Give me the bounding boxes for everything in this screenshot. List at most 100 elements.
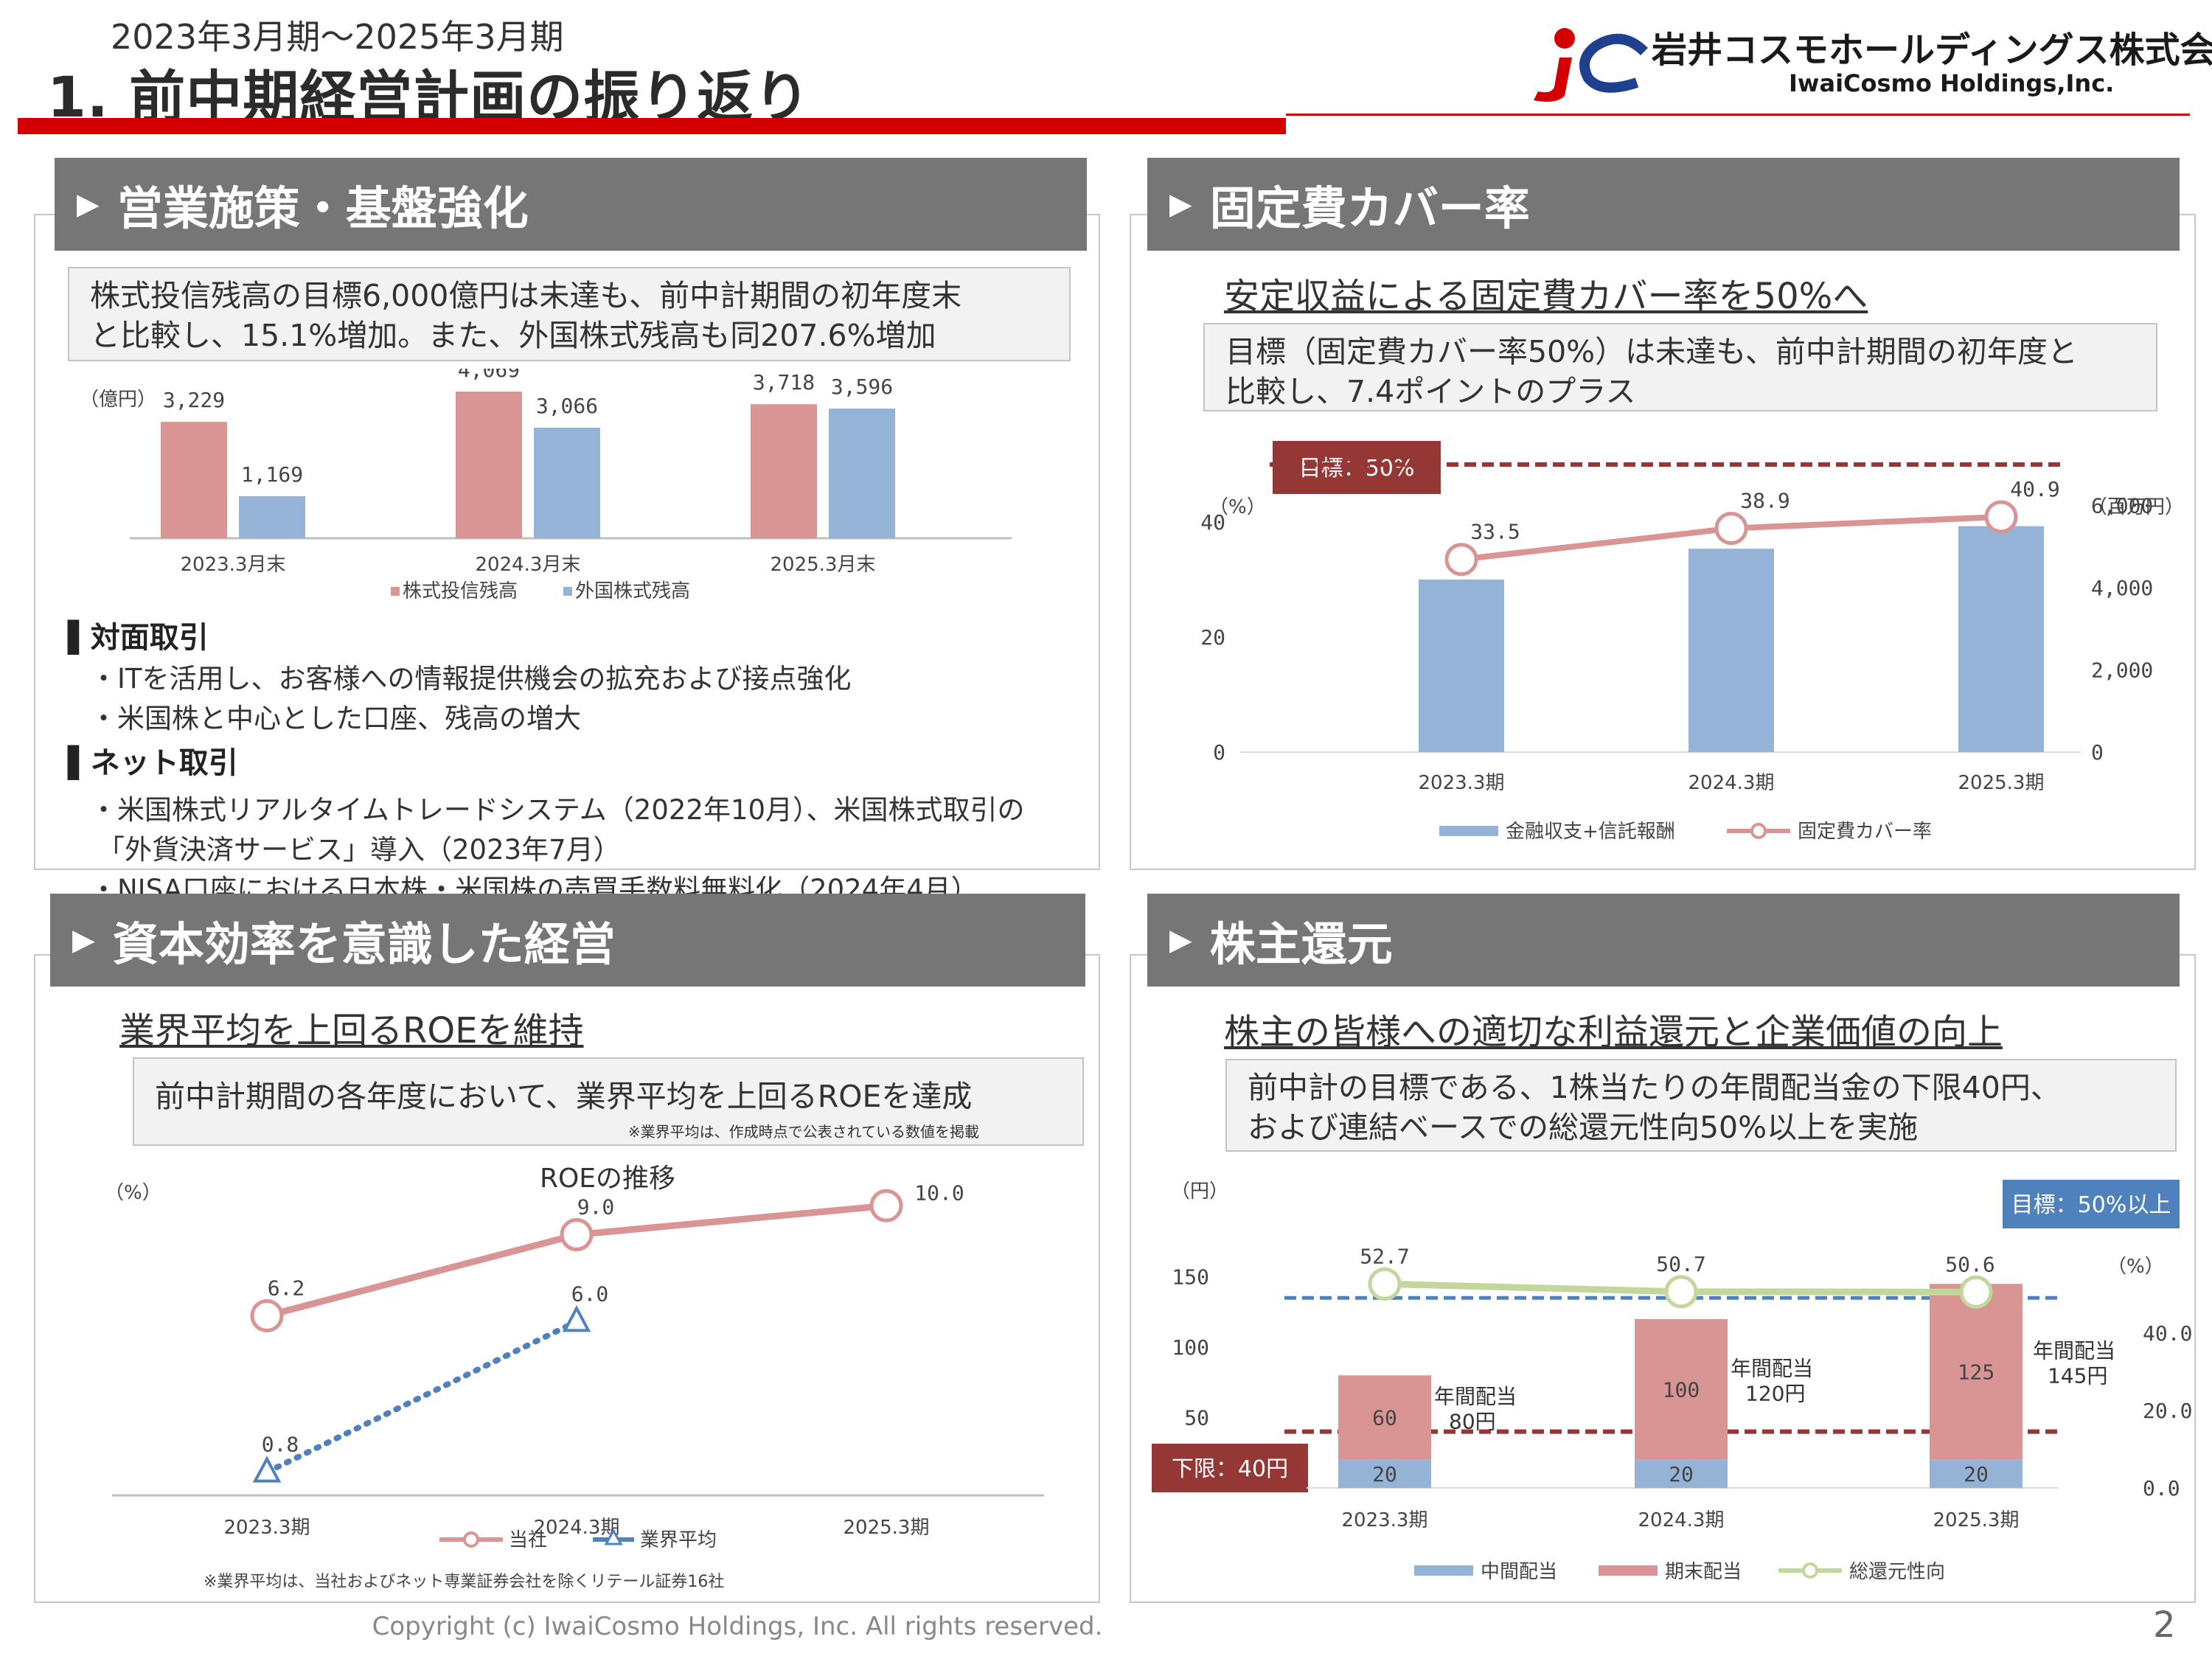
panel-sales-header: ▶ 営業施策・基盤強化	[55, 158, 1087, 251]
floor-badge	[1152, 1444, 1308, 1492]
chart-roe: ROEの推移 （%） ※業界平均は、当社およびネット専業証券会社を除くリテール証…	[105, 1164, 1044, 1591]
data-point	[1714, 512, 1748, 546]
target-badge-text: 目標：50%以上	[2011, 1192, 2171, 1218]
y-tick-label-right: 40.0	[2143, 1321, 2192, 1346]
x-tick-label: 2024.3期	[534, 1517, 620, 1539]
data-label: 60	[1372, 1406, 1397, 1430]
title-underline-line	[1286, 114, 2190, 116]
bullet-heading-net-text: ネット取引	[90, 746, 238, 780]
bullet-item: ・米国株と中心とした口座、残高の増大	[90, 703, 581, 734]
return-unit-left: （円）	[1171, 1180, 1228, 1203]
x-tick-label: 2023.3期	[1419, 772, 1505, 794]
y-tick-label-right: 6,000	[2091, 494, 2153, 518]
legend-label: 業界平均	[640, 1529, 717, 1551]
legend-marker	[1750, 823, 1767, 839]
legend-swatch	[563, 587, 572, 596]
data-point	[1664, 1275, 1698, 1309]
return-summary-line2: および連結ベースでの総還元性向50%以上を実施	[1248, 1110, 1919, 1145]
chart-balance: （億円） 3,229 1,169 2023.3月末 4,069 3,066 2024.3月…	[80, 369, 1012, 602]
section-face-to-face: ▌対面取引 ・ITを活用し、お客様への情報提供機会の拡充および接点強化 ・米国株…	[68, 613, 1025, 907]
coverage-subtitle: 安定収益による固定費カバー率を50%へ	[1224, 276, 1868, 317]
roe-summary-note: ※業界平均は、作成時点で公表されている数値を掲載	[627, 1123, 979, 1141]
roe-summary-box: 前中計期間の各年度において、業界平均を上回るROEを達成 ※業界平均は、作成時点…	[133, 1057, 1084, 1146]
data-label: 3,596	[831, 375, 893, 399]
data-label: 20	[1964, 1462, 1989, 1486]
roe-subtitle: 業界平均を上回るROEを維持	[119, 1010, 584, 1051]
x-tick-label: 2025.3期	[1958, 772, 2045, 794]
company-name-en: IwaiCosmo Holdings,Inc.	[1789, 69, 2115, 97]
legend-swatch	[1439, 826, 1498, 836]
bar	[456, 392, 522, 538]
bar	[751, 404, 817, 538]
bullet-heading-net: ▌ネット取引	[68, 746, 238, 780]
legend-label: 固定費カバー率	[1798, 821, 1932, 843]
roe-chart-title: ROEの推移	[540, 1164, 675, 1194]
chart-coverage: 目標：50% （%） （百万円） 0 20 40 0 2,000 4,000 6,000 20…	[1200, 441, 2184, 843]
x-tick-label: 2024.3月末	[476, 554, 581, 576]
x-tick-label: 2024.3期	[1638, 1509, 1725, 1531]
coverage-summary-box: 目標（固定費カバー率50%）は未達も、前中計期間の初年度と 比較し、7.4ポイン…	[1203, 323, 2157, 411]
sales-summary-box: 株式投信残高の目標6,000億円は未達も、前中計期間の初年度末 と比較し、15.…	[68, 267, 1071, 361]
coverage-unit-right: （百万円）	[2088, 496, 2184, 518]
x-tick-label: 2024.3期	[1688, 772, 1775, 794]
panel-return-header: ▶ 株主還元	[1147, 894, 2180, 987]
data-label: 9.0	[577, 1195, 615, 1220]
data-point	[1368, 1267, 1402, 1301]
panel-coverage-header: ▶ 固定費カバー率	[1147, 158, 2180, 251]
bullet-item: 「外貨決済サービス」導入（2023年7月）	[97, 834, 621, 866]
target-badge-text: 目標：50%	[1299, 456, 1415, 481]
data-label: 0.8	[262, 1433, 299, 1457]
bar	[534, 428, 600, 538]
return-unit-right: （%）	[2107, 1256, 2164, 1278]
data-label: 33.5	[1470, 520, 1520, 544]
legend-label: 株式投信残高	[403, 580, 518, 602]
bullet-heading-face: ▌対面取引	[68, 621, 209, 655]
panel-return-title: 株主還元	[1209, 917, 1393, 971]
data-label: 6.0	[571, 1281, 609, 1306]
bar-interim	[1635, 1459, 1728, 1488]
data-label: 38.9	[1740, 489, 1790, 513]
data-label: 20	[1669, 1462, 1694, 1486]
legend-swatch	[1414, 1565, 1473, 1576]
panel-coverage-title: 固定費カバー率	[1209, 181, 1530, 235]
y-tick-label-left: 100	[1172, 1335, 1209, 1360]
legend-label: 中間配当	[1481, 1561, 1557, 1583]
y-tick-label-right: 2,000	[2091, 658, 2153, 683]
annual-dividend-label: 年間配当	[1434, 1385, 1517, 1409]
y-tick-label-left: 40	[1200, 510, 1225, 535]
company-name-jp: 岩井コスモホールディングス株式会社	[1652, 29, 2212, 71]
return-summary-line1: 前中計の目標である、1株当たりの年間配当金の下限40円、	[1248, 1070, 2061, 1105]
x-tick-label: 2025.3月末	[771, 554, 876, 576]
y-tick-label-right: 0.0	[2143, 1476, 2180, 1500]
data-label: 50.7	[1656, 1252, 1705, 1276]
return-subtitle: 株主の皆様への適切な利益還元と企業価値の向上	[1224, 1012, 2003, 1053]
data-label: 50.6	[1945, 1252, 1994, 1276]
data-label: 20	[1372, 1462, 1397, 1486]
bar	[161, 422, 227, 538]
bar	[239, 495, 305, 538]
play-icon: ▶	[1169, 187, 1192, 221]
legend-marker	[463, 1531, 479, 1548]
data-label: 52.7	[1360, 1244, 1409, 1268]
legend-marker	[604, 1528, 623, 1545]
play-icon: ▶	[72, 923, 95, 957]
data-label: 3,229	[163, 388, 225, 412]
data-label: 125	[1958, 1360, 1995, 1385]
page-number: 2	[2153, 1604, 2176, 1646]
data-point	[1959, 1275, 1993, 1309]
data-point	[869, 1189, 903, 1222]
legend-marker	[1802, 1562, 1818, 1579]
x-tick-label: 2023.3月末	[181, 554, 286, 576]
coverage-unit-left: （%）	[1209, 496, 1266, 518]
panel-roe-title: 資本効率を意識した経営	[112, 917, 616, 971]
x-tick-label: 2023.3期	[224, 1517, 310, 1539]
play-icon: ▶	[77, 187, 100, 221]
target-badge	[2003, 1180, 2180, 1228]
bar	[1958, 526, 2044, 752]
annual-dividend-value: 80円	[1449, 1410, 1496, 1434]
x-tick-label: 2025.3期	[1933, 1509, 2020, 1531]
bar-interim	[1338, 1459, 1431, 1488]
bar-interim	[1930, 1459, 2023, 1488]
coverage-summary-line1: 目標（固定費カバー率50%）は未達も、前中計期間の初年度と	[1225, 334, 2078, 369]
sales-summary-line2: と比較し、15.1%増加。また、外国株式残高も同207.6%増加	[90, 318, 936, 353]
